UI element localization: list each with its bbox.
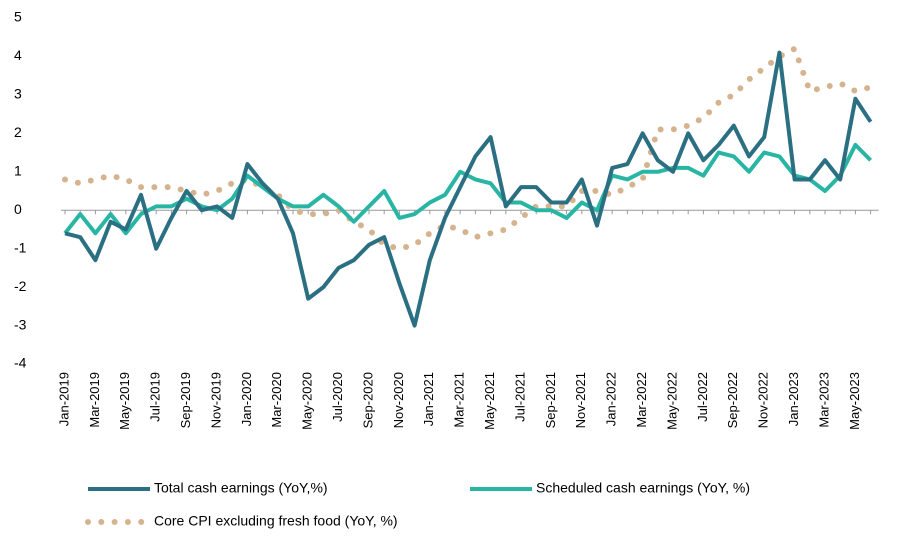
series-line	[64, 50, 873, 328]
x-tick-label: May-2022	[664, 372, 679, 430]
y-tick-label: 3	[14, 86, 22, 102]
x-tick-label: Jan-2023	[786, 372, 801, 426]
x-tick-label: May-2020	[300, 372, 315, 430]
x-tick-label: Mar-2019	[87, 372, 102, 428]
x-tick-label: Mar-2021	[452, 372, 467, 428]
x-tick-label: Sep-2019	[178, 372, 193, 428]
x-tick-label: Jan-2020	[239, 372, 254, 426]
x-tick-label: Sep-2022	[725, 372, 740, 428]
y-tick-label: 0	[14, 201, 22, 217]
y-tick-label: -3	[14, 316, 27, 332]
x-tick-label: Nov-2022	[756, 372, 771, 428]
x-tick-label: Mar-2020	[269, 372, 284, 428]
x-tick-label: Jul-2019	[148, 372, 163, 422]
x-tick-label: Sep-2020	[360, 372, 375, 428]
legend-label: Scheduled cash earnings (YoY, %)	[536, 480, 750, 496]
x-tick-label: Mar-2023	[816, 372, 831, 428]
y-tick-label: 4	[14, 47, 22, 63]
series-line	[62, 44, 874, 252]
y-tick-label: -1	[14, 239, 27, 255]
x-tick-label: May-2021	[482, 372, 497, 430]
x-tick-label: May-2019	[117, 372, 132, 430]
x-tick-label: Jan-2021	[421, 372, 436, 426]
x-tick-label: Jul-2021	[512, 372, 527, 422]
x-tick-label: Mar-2022	[634, 372, 649, 428]
x-tick-label: Nov-2021	[573, 372, 588, 428]
x-tick-label: Jan-2019	[56, 372, 71, 426]
x-tick-label: Jul-2022	[695, 372, 710, 422]
x-tick-label: Jan-2022	[604, 372, 619, 426]
y-tick-label: -4	[14, 355, 27, 371]
legend-label: Total cash earnings (YoY,%)	[154, 480, 328, 496]
x-tick-label: Nov-2019	[208, 372, 223, 428]
legend-label: Core CPI excluding fresh food (YoY, %)	[154, 513, 398, 529]
y-tick-label: 2	[14, 124, 22, 140]
y-tick-label: 1	[14, 162, 22, 178]
x-tick-label: Nov-2020	[391, 372, 406, 428]
y-tick-label: -2	[14, 278, 27, 294]
x-tick-label: May-2023	[847, 372, 862, 430]
y-tick-label: 5	[14, 9, 22, 25]
x-tick-label: Sep-2021	[543, 372, 558, 428]
x-tick-label: Jul-2020	[330, 372, 345, 422]
